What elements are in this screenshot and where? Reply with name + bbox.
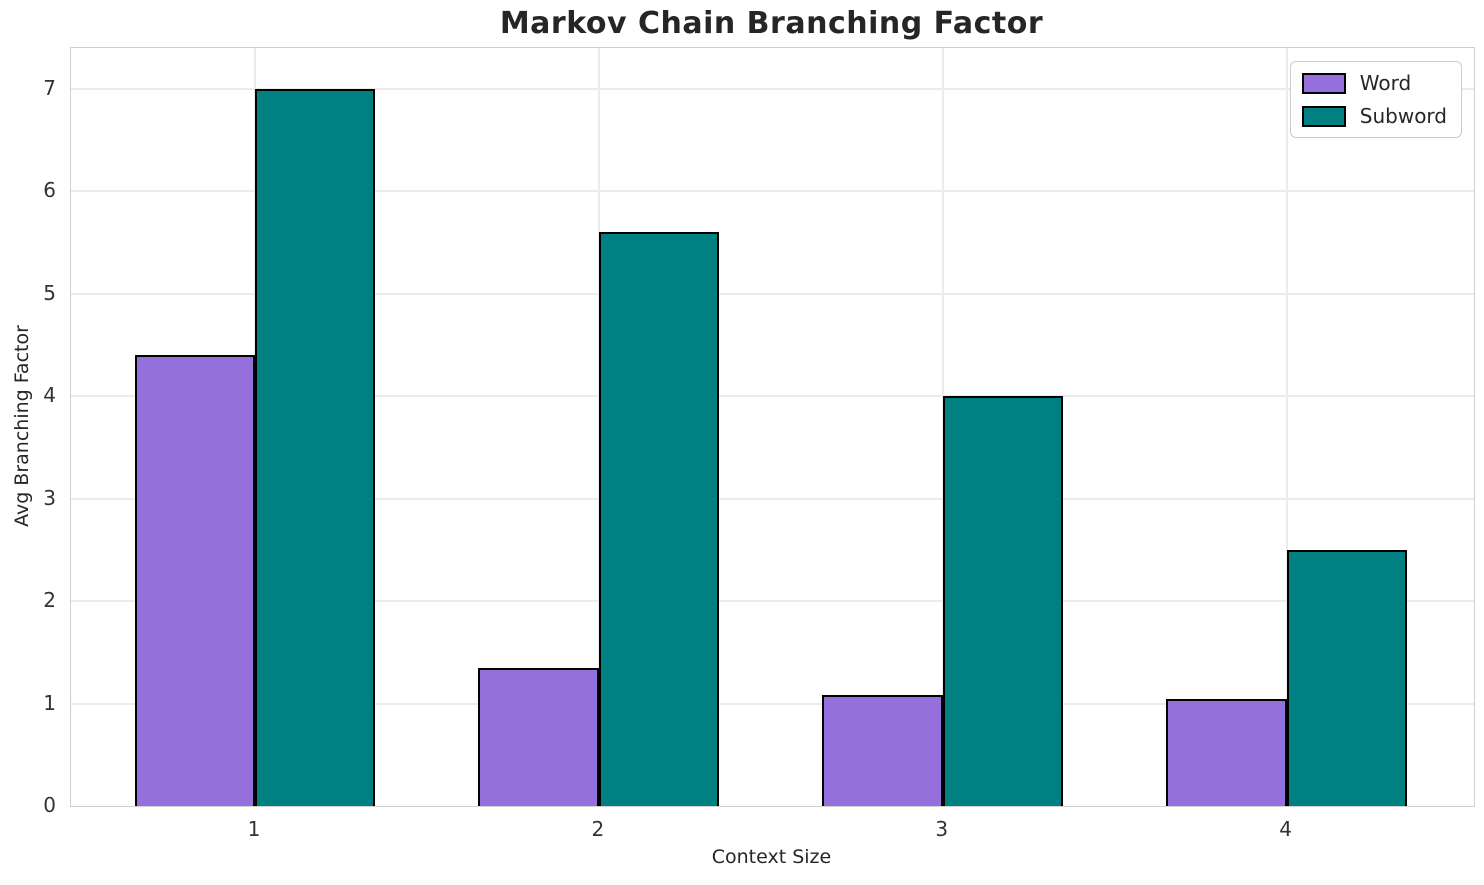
gridline-vertical xyxy=(1285,48,1288,806)
legend-item-word: Word xyxy=(1301,71,1447,95)
gridline-horizontal xyxy=(71,702,1474,705)
gridline-horizontal xyxy=(71,87,1474,90)
x-axis-label: Context Size xyxy=(711,846,832,868)
y-tick-label: 3 xyxy=(43,485,56,510)
plot-area: Word Subword xyxy=(70,47,1475,807)
legend-swatch-icon xyxy=(1301,72,1346,94)
y-tick-label: 0 xyxy=(43,793,56,817)
y-tick-label: 7 xyxy=(43,75,56,100)
bar-word-2 xyxy=(478,667,599,806)
y-tick-label: 5 xyxy=(43,280,56,305)
bar-subword-4 xyxy=(1286,549,1407,806)
y-tick-label: 4 xyxy=(43,383,56,408)
gridline-horizontal xyxy=(71,190,1474,193)
bar-word-1 xyxy=(134,355,255,806)
gridline-horizontal xyxy=(71,395,1474,398)
legend-item-subword: Subword xyxy=(1301,104,1447,128)
x-tick-label: 1 xyxy=(247,817,261,841)
bar-word-4 xyxy=(1166,699,1287,806)
x-tick-label: 2 xyxy=(591,817,605,841)
legend: Word Subword xyxy=(1289,61,1462,138)
legend-label: Subword xyxy=(1359,104,1447,128)
bar-subword-1 xyxy=(254,88,376,806)
y-tick-label: 2 xyxy=(43,588,56,613)
legend-label: Word xyxy=(1359,71,1412,95)
x-tick-label: 3 xyxy=(935,817,949,841)
gridline-horizontal xyxy=(71,292,1474,295)
bar-subword-2 xyxy=(598,232,720,806)
y-tick-label: 6 xyxy=(43,178,56,203)
bar-word-3 xyxy=(822,695,943,806)
gridline-horizontal xyxy=(71,497,1474,500)
gridline-horizontal xyxy=(71,600,1474,603)
bar-subword-3 xyxy=(942,396,1064,806)
chart-title: Markov Chain Branching Factor xyxy=(499,6,1044,41)
y-tick-label: 1 xyxy=(43,690,56,715)
x-tick-label: 4 xyxy=(1279,817,1292,841)
legend-swatch-icon xyxy=(1301,105,1346,127)
